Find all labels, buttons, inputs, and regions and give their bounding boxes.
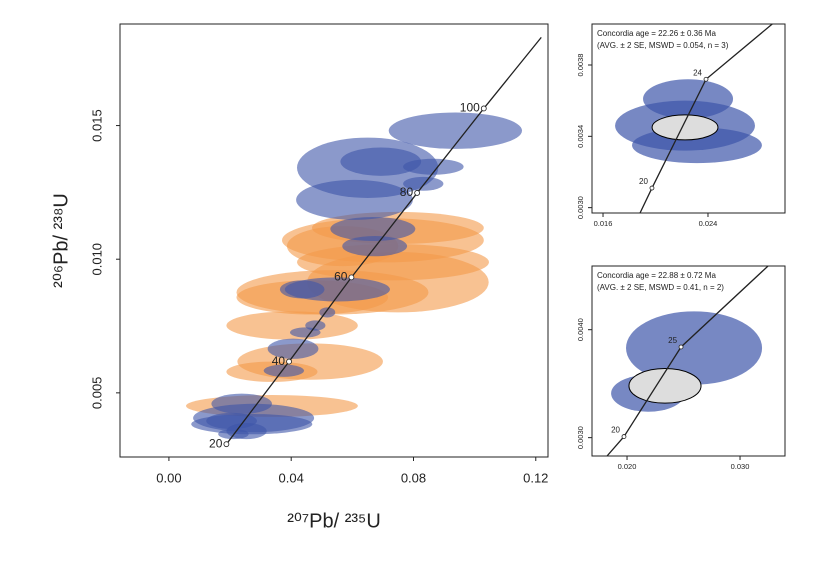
plot-area <box>186 36 542 445</box>
age-label: 40 <box>272 354 286 368</box>
error-ellipse <box>403 176 444 191</box>
y-tick-label: 0.010 <box>89 243 104 276</box>
annotation: (AVG. ± 2 SE, MSWD = 0.054, n = 3) <box>597 41 729 50</box>
age-label: 25 <box>668 336 677 345</box>
x-tick-label: 0.08 <box>401 470 426 485</box>
error-ellipse <box>226 311 358 340</box>
error-ellipse <box>289 327 321 338</box>
x-tick-label: 0.030 <box>731 462 750 471</box>
concordia-point <box>621 434 627 439</box>
y-tick-label: 0.0040 <box>576 318 585 341</box>
x-tick-label: 0.024 <box>699 219 718 228</box>
concordia-line <box>639 24 773 213</box>
error-ellipse <box>279 280 325 299</box>
error-ellipse <box>319 307 336 318</box>
error-ellipse <box>340 147 422 176</box>
mean-ellipse <box>651 114 719 141</box>
y-tick-label: 0.0038 <box>576 54 585 77</box>
plot-area <box>615 24 773 213</box>
y-tick-label: 0.005 <box>89 377 104 410</box>
plot-area <box>606 266 769 456</box>
x-tick-label: 0.016 <box>594 219 613 228</box>
concordia-point <box>480 105 487 112</box>
y-tick-label: 0.0030 <box>576 196 585 219</box>
error-ellipse <box>296 179 413 220</box>
annotation: Concordia age = 22.26 ± 0.36 Ma <box>597 29 716 38</box>
y-tick-label: 0.015 <box>89 109 104 142</box>
concordia-point <box>649 185 655 191</box>
error-ellipse <box>403 158 464 175</box>
y-axis-label: ²⁰⁶Pb/ ²³⁸U <box>50 193 72 288</box>
x-axis-label: ²⁰⁷Pb/ ²³⁵U <box>287 510 381 532</box>
y-tick-label: 0.0030 <box>576 426 585 449</box>
annotation: (AVG. ± 2 SE, MSWD = 0.41, n = 2) <box>597 283 724 292</box>
age-label: 20 <box>611 426 620 435</box>
age-label: 20 <box>639 177 648 186</box>
concordia-line <box>606 266 769 456</box>
concordia-point <box>414 190 421 196</box>
plot-frame <box>591 23 786 214</box>
error-ellipse <box>342 235 408 257</box>
x-tick-label: 0.04 <box>279 470 304 485</box>
concordia-point <box>678 344 684 350</box>
mean-ellipse <box>628 368 702 404</box>
annotation: Concordia age = 22.88 ± 0.72 Ma <box>597 271 716 280</box>
x-tick-label: 0.020 <box>618 462 637 471</box>
error-ellipse <box>267 338 319 359</box>
age-label: 60 <box>334 270 348 284</box>
concordia-point <box>223 441 230 448</box>
error-ellipse <box>626 311 763 385</box>
age-label: 20 <box>209 436 223 450</box>
age-label: 80 <box>400 185 414 199</box>
concordia-line <box>225 36 542 445</box>
age-label: 24 <box>693 68 702 77</box>
error-ellipse <box>263 364 305 377</box>
age-label: 100 <box>460 101 480 115</box>
x-tick-label: 0.00 <box>156 470 181 485</box>
concordia-point <box>348 274 355 281</box>
y-tick-label: 0.0034 <box>576 125 585 148</box>
concordia-point <box>703 76 709 82</box>
x-tick-label: 0.12 <box>523 470 548 485</box>
plot-frame <box>119 23 549 458</box>
error-ellipse <box>388 112 523 149</box>
plot-frame <box>591 265 786 457</box>
concordia-point <box>286 358 292 365</box>
